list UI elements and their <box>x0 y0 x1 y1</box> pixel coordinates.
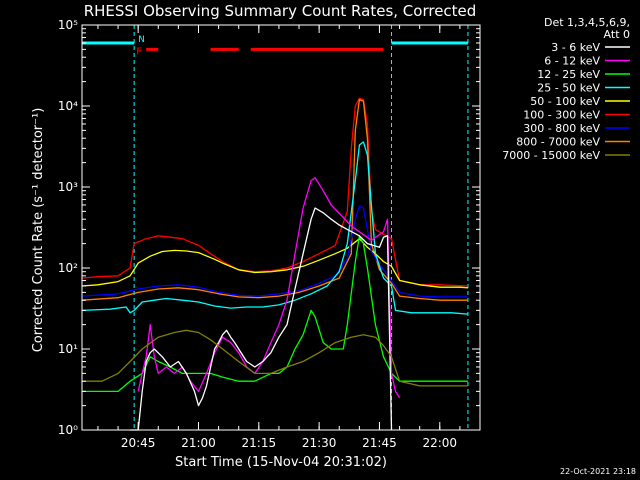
legend-header-line-2: Att 0 <box>604 28 630 41</box>
y-tick-label: 10³ <box>58 180 78 194</box>
y-tick-label: 10⁴ <box>58 99 78 113</box>
chart-title: RHESSI Observing Summary Count Rates, Co… <box>84 2 477 20</box>
series-line-6 <box>81 97 468 287</box>
x-tick-label: 21:30 <box>302 436 337 450</box>
y-tick-label: 10¹ <box>58 342 78 356</box>
night-flag-label: N <box>138 35 145 45</box>
axes: 10⁰ 10¹ 10² 10³ 10⁴ 10⁵ 20:45 21:00 21:15 21:30 21… <box>58 18 481 450</box>
series-line-5 <box>81 238 468 289</box>
legend-label-5: 50 - 100 keV <box>530 95 600 108</box>
series-line-3 <box>82 235 468 393</box>
observing-flags: NF <box>82 25 469 430</box>
legend-label-4: 25 - 50 keV <box>537 82 600 95</box>
plot-frame <box>81 24 481 431</box>
series-line-9 <box>82 329 468 387</box>
legend-label-1: 3 - 6 keV <box>551 41 600 54</box>
y-tick-label: 10⁰ <box>58 423 78 437</box>
flare-flag-label: F <box>136 46 142 57</box>
y-axis-label: Corrected Count Rate (s⁻¹ detector⁻¹) <box>31 108 46 353</box>
x-tick-label: 21:45 <box>362 436 397 450</box>
x-axis-label: Start Time (15-Nov-04 20:31:02) <box>175 455 387 470</box>
legend-label-2: 6 - 12 keV <box>544 55 600 68</box>
legend-label-6: 100 - 300 keV <box>523 109 600 122</box>
legend-label-3: 12 - 25 keV <box>537 68 600 81</box>
timestamp: 22-Oct-2021 23:18 <box>560 467 636 476</box>
x-tick-label: 21:15 <box>242 436 277 450</box>
x-tick-label: 21:00 <box>181 436 216 450</box>
series-line-8 <box>81 98 468 301</box>
x-tick-label: 22:00 <box>422 436 457 450</box>
y-tick-label: 10⁵ <box>58 18 78 32</box>
legend-label-8: 800 - 7000 keV <box>516 136 600 149</box>
series-line-1 <box>130 207 393 431</box>
x-tick-label: 20:45 <box>121 436 156 450</box>
legend-label-7: 300 - 800 keV <box>523 122 600 135</box>
series-layer <box>81 97 468 431</box>
y-tick-label: 10² <box>58 261 78 275</box>
legend-header-line-1: Det 1,3,4,5,6,9, <box>544 16 630 29</box>
legend-label-9: 7000 - 15000 keV <box>502 149 600 162</box>
